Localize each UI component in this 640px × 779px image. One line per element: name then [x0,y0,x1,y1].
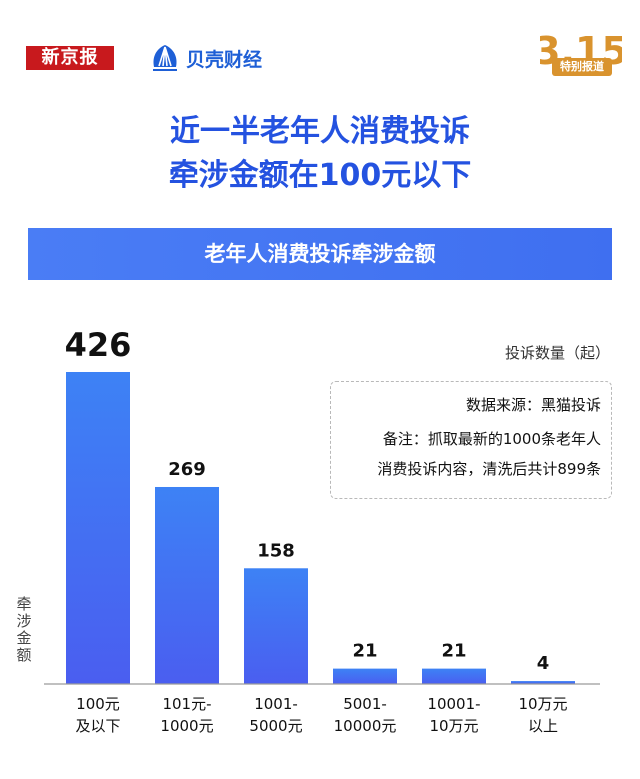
315-special-report-logo: 3.15 特别报道 [534,24,628,86]
bar-1 [155,486,219,684]
note-box: 数据来源：黑猫投诉 备注：抓取最新的1000条老年人 消费投诉内容，清洗后共计8… [330,381,612,499]
chart-title-banner: 老年人消费投诉牵涉金额 [28,228,612,280]
category-label-1-line-0: 101元- [162,695,211,713]
category-label-2-line-0: 1001- [254,695,298,713]
headline-line-2: 牵涉金额在100元以下 [168,158,472,193]
bar-value-label-4: 21 [441,641,466,662]
category-label-1-line-1: 1000元 [160,717,213,735]
category-label-4-line-0: 10001- [427,695,480,713]
x-axis-title: 牵涉金额 [16,595,32,664]
bar-value-label-5: 4 [537,653,550,674]
bar-3 [333,668,397,684]
bar-2 [244,568,308,684]
bar-value-label-0: 426 [65,326,132,364]
bar-value-label-1: 269 [168,459,206,480]
category-label-5-line-1: 以上 [528,717,558,735]
unit-label: 投诉数量（起） [504,344,610,362]
bar-value-label-3: 21 [352,641,377,662]
315-badge-text: 特别报道 [552,58,612,76]
category-label-2-line-1: 5000元 [249,717,302,735]
bar-0 [66,372,130,684]
data-source-note: 数据来源：黑猫投诉 [465,396,601,414]
beike-caijing-logo: 贝壳财经 [148,40,262,76]
bar-5 [511,681,575,684]
category-label-0-line-0: 100元 [76,695,120,713]
bar-4 [422,668,486,684]
headline-line-1: 近一半老年人消费投诉 [170,114,470,149]
category-label-0-line-1: 及以下 [75,717,120,735]
remark-line-1: 备注：抓取最新的1000条老年人 [382,430,601,448]
beike-logo-text: 贝壳财经 [186,48,263,71]
category-label-5-line-0: 10万元 [518,695,567,713]
category-label-4-line-1: 10万元 [429,717,478,735]
remark-line-2: 消费投诉内容，清洗后共计899条 [377,460,601,478]
category-label-3-line-0: 5001- [343,695,387,713]
xinjingbao-logo: 新京报 [26,46,114,70]
bar-value-label-2: 158 [257,540,295,561]
category-label-3-line-1: 10000元 [334,717,397,735]
shell-icon [153,45,177,71]
